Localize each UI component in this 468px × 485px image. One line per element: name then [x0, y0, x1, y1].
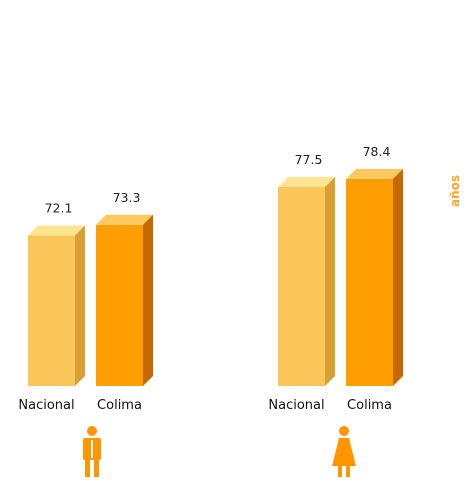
bar-top — [96, 214, 153, 225]
bar-top — [28, 225, 85, 236]
bar-front — [96, 224, 143, 386]
bar-front — [346, 178, 393, 386]
bar-top — [278, 176, 335, 187]
category-label-nacional: Nacional — [268, 398, 324, 413]
bar-front — [28, 235, 75, 386]
category-label-colima: Colima — [347, 398, 392, 413]
bar-side — [325, 176, 335, 386]
value-label: 78.4 — [363, 144, 391, 159]
bar-side — [75, 225, 85, 386]
female-icon — [332, 426, 356, 477]
value-label: 73.3 — [113, 190, 141, 205]
bar-colima-1 — [346, 168, 403, 386]
category-label-colima: Colima — [97, 398, 142, 413]
bar-front — [278, 186, 325, 386]
category-label-nacional: Nacional — [18, 398, 74, 413]
value-label: 77.5 — [295, 152, 323, 167]
value-label: 72.1 — [45, 201, 73, 216]
bar-side — [393, 168, 403, 386]
bar-colima-0 — [96, 214, 153, 386]
y-axis-label: años — [448, 174, 462, 208]
bar-side — [143, 214, 153, 386]
male-icon — [83, 426, 101, 477]
bar-top — [346, 168, 403, 179]
bar-nacional-1 — [278, 176, 335, 386]
bar-nacional-0 — [28, 225, 85, 386]
